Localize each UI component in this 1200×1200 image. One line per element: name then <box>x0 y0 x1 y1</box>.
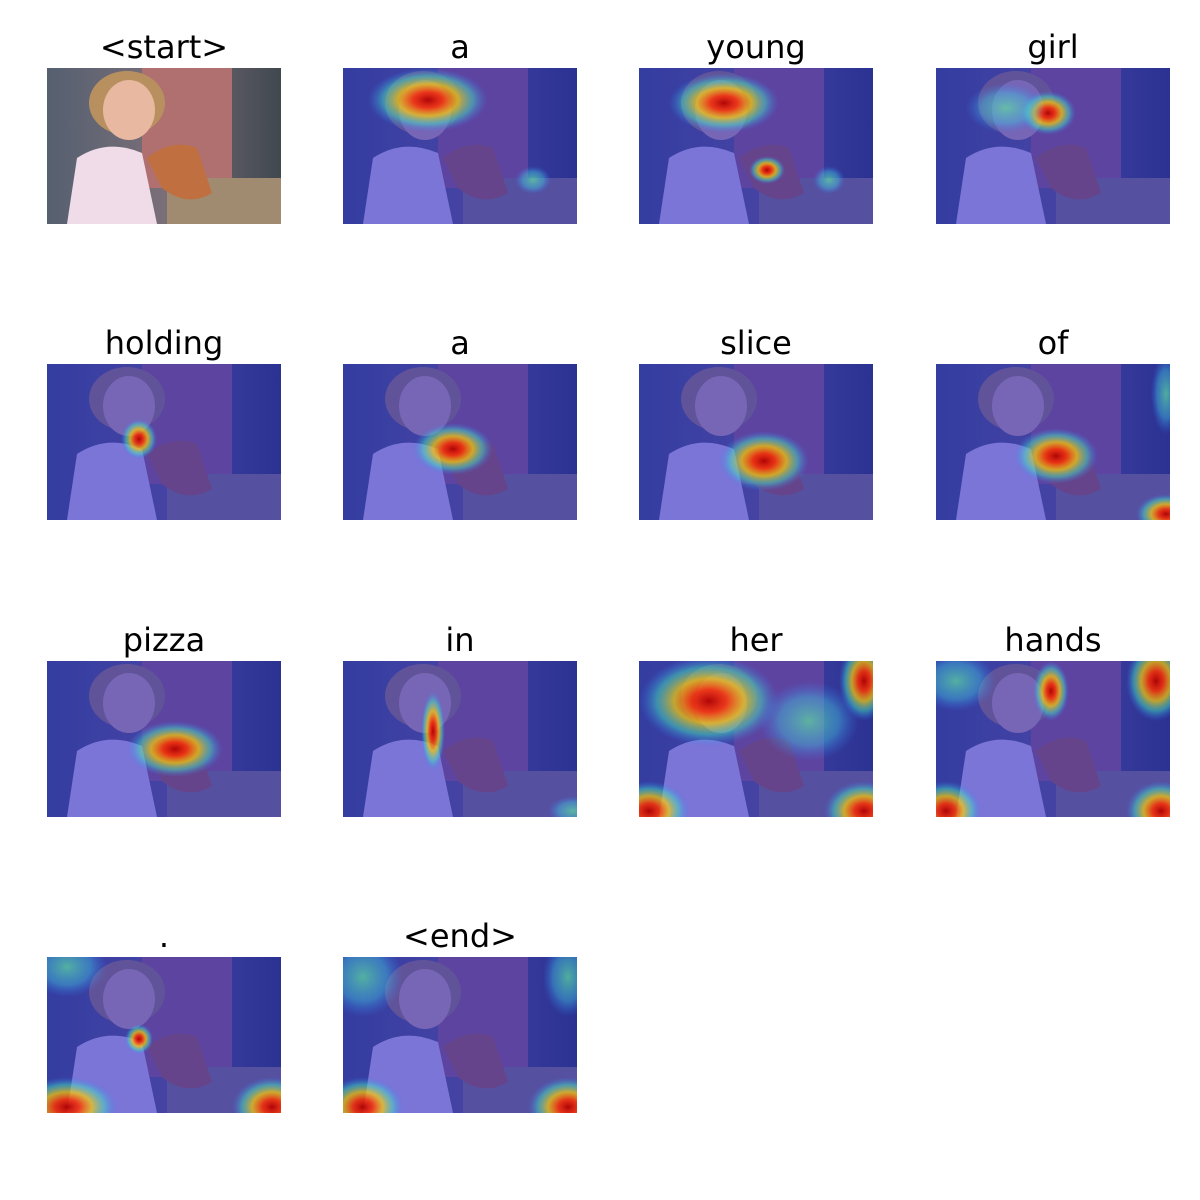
attention-blob <box>1151 364 1170 434</box>
word-label: a <box>450 28 470 66</box>
attention-image <box>936 68 1170 224</box>
attention-blob <box>813 166 845 194</box>
attention-blob <box>368 68 488 132</box>
attention-image <box>47 661 281 817</box>
word-label: <start> <box>100 28 228 66</box>
attention-image <box>936 364 1170 520</box>
attention-blob <box>47 957 107 997</box>
attention-image <box>343 68 577 224</box>
attention-image <box>47 957 281 1113</box>
girl-body <box>67 146 157 224</box>
attention-blob <box>515 166 551 194</box>
word-label: slice <box>720 324 792 362</box>
attention-image <box>343 957 577 1113</box>
word-label: girl <box>1027 28 1078 66</box>
word-label: pizza <box>123 621 205 659</box>
attention-blob <box>343 957 403 1017</box>
attention-blob <box>413 423 493 475</box>
attention-blob <box>966 83 1046 133</box>
attention-blob <box>759 681 859 761</box>
attention-blob <box>824 781 873 817</box>
attention-blob <box>543 957 577 1017</box>
attention-image <box>639 364 873 520</box>
attention-blob <box>127 721 223 777</box>
attention-blob <box>1126 781 1170 817</box>
pizza-slice <box>147 144 212 200</box>
attention-image <box>47 68 281 224</box>
word-label: in <box>445 621 474 659</box>
attention-blob <box>1126 661 1170 721</box>
attention-blob <box>639 781 689 817</box>
attention-blob <box>421 691 445 771</box>
word-label: a <box>450 324 470 362</box>
attention-blob <box>749 156 785 184</box>
word-label: hands <box>1004 621 1101 659</box>
attention-blob <box>232 1077 281 1113</box>
attention-blob <box>47 1077 117 1113</box>
attention-blob <box>121 419 157 459</box>
attention-image <box>936 661 1170 817</box>
word-label: holding <box>105 324 224 362</box>
attention-image <box>639 68 873 224</box>
attention-blob <box>125 1024 153 1054</box>
blue-overlay <box>343 661 577 817</box>
attention-blob <box>1014 428 1098 484</box>
attention-image <box>343 364 577 520</box>
attention-blob <box>719 431 809 491</box>
attention-blob <box>528 1077 577 1113</box>
attention-blob <box>639 661 779 746</box>
attention-blob <box>548 796 577 817</box>
attention-blob <box>1136 494 1170 520</box>
attention-blob <box>343 1077 403 1113</box>
word-label: . <box>159 917 169 955</box>
girl-face <box>103 80 155 140</box>
word-label: <end> <box>403 917 517 955</box>
attention-blob <box>936 661 996 711</box>
attention-image <box>639 661 873 817</box>
attention-image <box>343 661 577 817</box>
word-label: of <box>1038 324 1070 362</box>
attention-blob <box>669 73 779 133</box>
attention-blob <box>1033 661 1069 721</box>
word-label: her <box>729 621 783 659</box>
attention-image <box>47 364 281 520</box>
blue-overlay <box>47 364 281 520</box>
attention-blob <box>936 781 981 817</box>
word-label: young <box>706 28 805 66</box>
